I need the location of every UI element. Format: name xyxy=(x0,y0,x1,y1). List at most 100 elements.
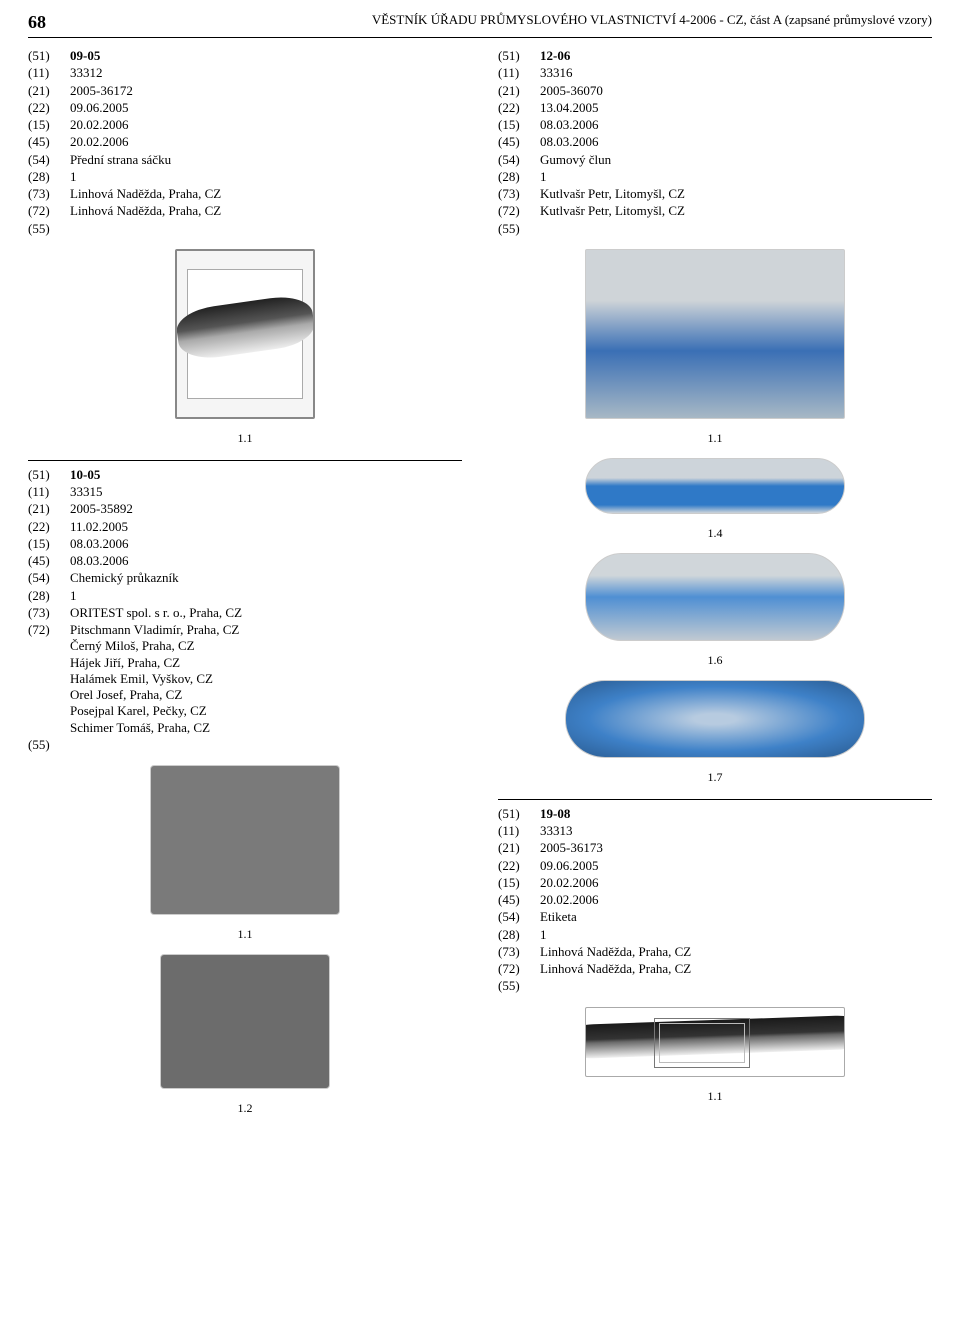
figure-label: 1.1 xyxy=(498,431,932,446)
inid-code: (72) xyxy=(498,961,540,977)
inid-code: (15) xyxy=(498,875,540,891)
inid-code: (54) xyxy=(28,152,70,168)
reg-number: 33315 xyxy=(70,484,462,500)
designer: Hájek Jiří, Praha, CZ xyxy=(70,655,462,671)
owner: ORITEST spol. s r. o., Praha, CZ xyxy=(70,605,462,621)
count: 1 xyxy=(540,927,932,943)
designer: Černý Miloš, Praha, CZ xyxy=(70,638,462,654)
entry-divider xyxy=(498,799,932,800)
detector-image-front xyxy=(150,765,340,915)
owner: Linhová Naděžda, Praha, CZ xyxy=(540,944,932,960)
figure-label: 1.1 xyxy=(498,1089,932,1104)
inid-code: (22) xyxy=(498,100,540,116)
inid-code: (73) xyxy=(28,605,70,621)
reg-date: 20.02.2006 xyxy=(70,117,462,133)
inid-code: (51) xyxy=(498,48,540,64)
designer: Pitschmann Vladimír, Praha, CZ xyxy=(70,622,462,638)
pub-date: 20.02.2006 xyxy=(70,134,462,150)
inid-code: (22) xyxy=(28,519,70,535)
inid-code: (73) xyxy=(28,186,70,202)
inid-code: (21) xyxy=(498,83,540,99)
class-value: 09-05 xyxy=(70,48,462,64)
app-number: 2005-36172 xyxy=(70,83,462,99)
inid-code: (72) xyxy=(28,203,70,219)
figure xyxy=(498,1007,932,1081)
figure-label: 1.2 xyxy=(28,1101,462,1116)
inid-code: (45) xyxy=(28,134,70,150)
boat-image-side xyxy=(585,458,845,514)
pub-date: 08.03.2006 xyxy=(540,134,932,150)
inid-code: (28) xyxy=(28,169,70,185)
design-entry: (51)12-06 (11)33316 (21)2005-36070 (22)1… xyxy=(498,48,932,785)
figure-label: 1.1 xyxy=(28,927,462,942)
designer: Halámek Emil, Vyškov, CZ xyxy=(70,671,462,687)
inid-code: (11) xyxy=(28,484,70,500)
reg-date: 20.02.2006 xyxy=(540,875,932,891)
inid-code: (55) xyxy=(28,221,70,237)
inid-code: (28) xyxy=(28,588,70,604)
owner: Linhová Naděžda, Praha, CZ xyxy=(70,186,462,202)
inid-code: (22) xyxy=(498,858,540,874)
inid-code: (51) xyxy=(28,467,70,483)
app-date: 11.02.2005 xyxy=(70,519,462,535)
inid-code: (28) xyxy=(498,927,540,943)
header-rule xyxy=(28,37,932,38)
sachet-image xyxy=(175,249,315,419)
app-date: 09.06.2005 xyxy=(70,100,462,116)
document-title: VĚSTNÍK ÚŘADU PRŮMYSLOVÉHO VLASTNICTVÍ 4… xyxy=(66,12,932,28)
figure xyxy=(498,680,932,762)
inid-code: (21) xyxy=(28,501,70,517)
class-value: 10-05 xyxy=(70,467,462,483)
figure xyxy=(498,249,932,423)
inid-code: (21) xyxy=(28,83,70,99)
inid-code: (51) xyxy=(498,806,540,822)
app-number: 2005-36070 xyxy=(540,83,932,99)
inid-code: (11) xyxy=(498,65,540,81)
app-number: 2005-35892 xyxy=(70,501,462,517)
designer: Kutlvašr Petr, Litomyšl, CZ xyxy=(540,203,932,219)
inid-code: (55) xyxy=(498,978,540,994)
design-title: Gumový člun xyxy=(540,152,932,168)
designers-list: Pitschmann Vladimír, Praha, CZ Černý Mil… xyxy=(70,622,462,736)
designer: Schimer Tomáš, Praha, CZ xyxy=(70,720,462,736)
inid-code: (55) xyxy=(498,221,540,237)
inid-code: (54) xyxy=(28,570,70,586)
count: 1 xyxy=(70,169,462,185)
label-image xyxy=(585,1007,845,1077)
right-column: (51)12-06 (11)33316 (21)2005-36070 (22)1… xyxy=(498,48,932,1130)
page-number: 68 xyxy=(28,12,46,33)
inid-code: (54) xyxy=(498,152,540,168)
pub-date: 20.02.2006 xyxy=(540,892,932,908)
inid-code: (11) xyxy=(28,65,70,81)
boat-image-perspective xyxy=(585,249,845,419)
design-entry: (51)10-05 (11)33315 (21)2005-35892 (22)1… xyxy=(28,467,462,1116)
design-title: Přední strana sáčku xyxy=(70,152,462,168)
app-number: 2005-36173 xyxy=(540,840,932,856)
boat-image-bottom xyxy=(565,680,865,758)
class-value: 19-08 xyxy=(540,806,932,822)
designer: Linhová Naděžda, Praha, CZ xyxy=(540,961,932,977)
page-header: 68 VĚSTNÍK ÚŘADU PRŮMYSLOVÉHO VLASTNICTV… xyxy=(28,12,932,33)
repro xyxy=(540,221,932,237)
left-column: (51)09-05 (11)33312 (21)2005-36172 (22)0… xyxy=(28,48,462,1130)
inid-code: (73) xyxy=(498,186,540,202)
inid-code: (72) xyxy=(28,622,70,736)
reg-date: 08.03.2006 xyxy=(540,117,932,133)
figure xyxy=(28,249,462,423)
figure xyxy=(498,458,932,518)
app-date: 09.06.2005 xyxy=(540,858,932,874)
inid-code: (45) xyxy=(498,134,540,150)
design-title: Etiketa xyxy=(540,909,932,925)
class-value: 12-06 xyxy=(540,48,932,64)
inid-code: (15) xyxy=(498,117,540,133)
reg-number: 33313 xyxy=(540,823,932,839)
inid-code: (21) xyxy=(498,840,540,856)
count: 1 xyxy=(540,169,932,185)
count: 1 xyxy=(70,588,462,604)
pub-date: 08.03.2006 xyxy=(70,553,462,569)
boat-image-top-open xyxy=(585,553,845,641)
reg-date: 08.03.2006 xyxy=(70,536,462,552)
figure-label: 1.4 xyxy=(498,526,932,541)
design-entry: (51)19-08 (11)33313 (21)2005-36173 (22)0… xyxy=(498,806,932,1104)
inid-code: (51) xyxy=(28,48,70,64)
